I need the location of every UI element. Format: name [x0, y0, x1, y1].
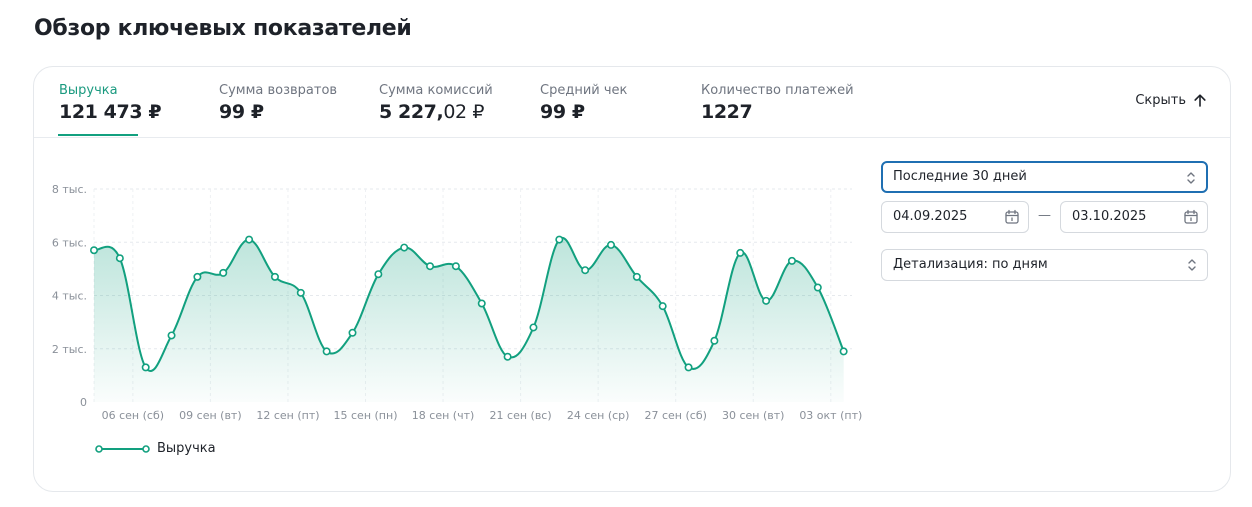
legend-label: Выручка — [157, 441, 216, 456]
data-point[interactable] — [684, 363, 693, 372]
metric-value-main: 5 227, — [379, 101, 444, 123]
x-tick-label: 18 сен (чт) — [412, 409, 475, 422]
data-point[interactable] — [658, 302, 667, 311]
data-point[interactable] — [245, 235, 254, 244]
data-point[interactable] — [451, 262, 460, 271]
date-to-value: 03.10.2025 — [1072, 209, 1147, 224]
metric-label: Количество платежей — [701, 83, 854, 98]
data-point[interactable] — [787, 256, 796, 265]
y-axis: 0 2 тыс. 4 тыс. 6 тыс. 8 тыс. — [52, 183, 87, 409]
data-point[interactable] — [477, 299, 486, 308]
chart-legend: Выручка — [95, 441, 216, 456]
detail-select[interactable]: Детализация: по дням — [881, 249, 1208, 281]
data-point[interactable] — [581, 266, 590, 275]
data-point[interactable] — [89, 246, 98, 255]
x-axis: 06 сен (сб) 09 сен (вт) 12 сен (пт) 15 сен … — [102, 409, 863, 422]
tab-refunds[interactable]: Сумма возвратов 99 ₽ — [219, 83, 337, 123]
metric-label: Сумма возвратов — [219, 83, 338, 98]
data-point[interactable] — [503, 352, 512, 361]
x-tick-label: 21 сен (вс) — [490, 409, 552, 422]
hide-button[interactable]: Скрыть — [1135, 93, 1206, 108]
y-tick-label: 4 тыс. — [52, 290, 87, 303]
period-select[interactable]: Последние 30 дней — [881, 161, 1208, 193]
data-point[interactable] — [400, 243, 409, 252]
metric-value: 99 ₽ — [540, 101, 585, 123]
x-tick-label: 24 сен (ср) — [567, 409, 630, 422]
metric-value: 5 227,02 ₽ — [379, 101, 493, 123]
data-point[interactable] — [141, 363, 150, 372]
date-to-field[interactable]: 03.10.2025 — [1060, 201, 1208, 233]
date-from-field[interactable]: 04.09.2025 — [881, 201, 1029, 233]
data-point[interactable] — [115, 254, 124, 263]
metric-tabs: Выручка 121 473 ₽ Сумма возвратов 99 ₽ С… — [34, 67, 1230, 138]
metric-value: 1227 — [701, 101, 753, 123]
x-tick-label: 06 сен (сб) — [102, 409, 164, 422]
data-point[interactable] — [296, 288, 305, 297]
x-tick-label: 30 сен (вт) — [722, 409, 784, 422]
metric-label: Сумма комиссий — [379, 83, 493, 98]
detail-select-value: Детализация: по дням — [893, 257, 1048, 272]
chevron-updown-icon — [1188, 259, 1196, 271]
page-title: Обзор ключевых показателей — [34, 16, 412, 41]
x-tick-label: 03 окт (пт) — [799, 409, 862, 422]
hide-button-label: Скрыть — [1135, 93, 1186, 108]
data-point[interactable] — [555, 235, 564, 244]
data-point[interactable] — [762, 296, 771, 305]
y-tick-label: 2 тыс. — [52, 343, 87, 356]
data-point[interactable] — [529, 323, 538, 332]
calendar-icon[interactable] — [1004, 209, 1020, 225]
data-point[interactable] — [167, 331, 176, 340]
data-point[interactable] — [270, 272, 279, 281]
x-tick-label: 12 сен (пт) — [256, 409, 319, 422]
data-point[interactable] — [736, 248, 745, 257]
active-tab-indicator — [58, 134, 138, 136]
data-point[interactable] — [219, 268, 228, 277]
tab-commissions[interactable]: Сумма комиссий 5 227,02 ₽ — [379, 83, 493, 123]
y-tick-label: 0 — [80, 396, 87, 409]
x-tick-label: 15 сен (пн) — [334, 409, 398, 422]
data-point[interactable] — [193, 272, 202, 281]
data-point[interactable] — [348, 328, 357, 337]
metrics-card: Выручка 121 473 ₽ Сумма возвратов 99 ₽ С… — [33, 66, 1231, 492]
tab-revenue[interactable]: Выручка 121 473 ₽ — [59, 83, 162, 123]
revenue-area — [94, 237, 844, 402]
metric-value: 99 ₽ — [219, 101, 264, 123]
data-point[interactable] — [710, 336, 719, 345]
data-point[interactable] — [606, 240, 615, 249]
y-tick-label: 8 тыс. — [52, 183, 87, 196]
data-point[interactable] — [322, 347, 331, 356]
revenue-line — [93, 236, 845, 372]
data-point[interactable] — [839, 347, 848, 356]
metric-value: 121 473 ₽ — [59, 101, 162, 123]
calendar-icon[interactable] — [1183, 209, 1199, 225]
revenue-points — [89, 235, 848, 372]
date-range-separator: — — [1038, 208, 1051, 223]
arrow-up-icon — [1194, 94, 1206, 107]
data-point[interactable] — [426, 262, 435, 271]
tab-payments-count[interactable]: Количество платежей 1227 — [701, 83, 854, 123]
data-point[interactable] — [374, 270, 383, 279]
chevron-updown-icon — [1187, 172, 1195, 184]
metric-value-fraction: 02 ₽ — [443, 101, 485, 123]
x-tick-label: 09 сен (вт) — [179, 409, 241, 422]
date-from-value: 04.09.2025 — [893, 209, 968, 224]
y-tick-label: 6 тыс. — [52, 236, 87, 249]
data-point[interactable] — [632, 272, 641, 281]
tab-average-check[interactable]: Средний чек 99 ₽ — [540, 83, 627, 123]
x-tick-label: 27 сен (сб) — [644, 409, 706, 422]
metric-label: Средний чек — [540, 83, 628, 98]
period-select-value: Последние 30 дней — [893, 169, 1027, 184]
metric-label: Выручка — [59, 83, 118, 98]
data-point[interactable] — [813, 283, 822, 292]
revenue-chart: 0 2 тыс. 4 тыс. 6 тыс. 8 тыс. 06 сен (сб) 09 … — [52, 183, 863, 422]
legend-line-icon — [95, 444, 150, 453]
